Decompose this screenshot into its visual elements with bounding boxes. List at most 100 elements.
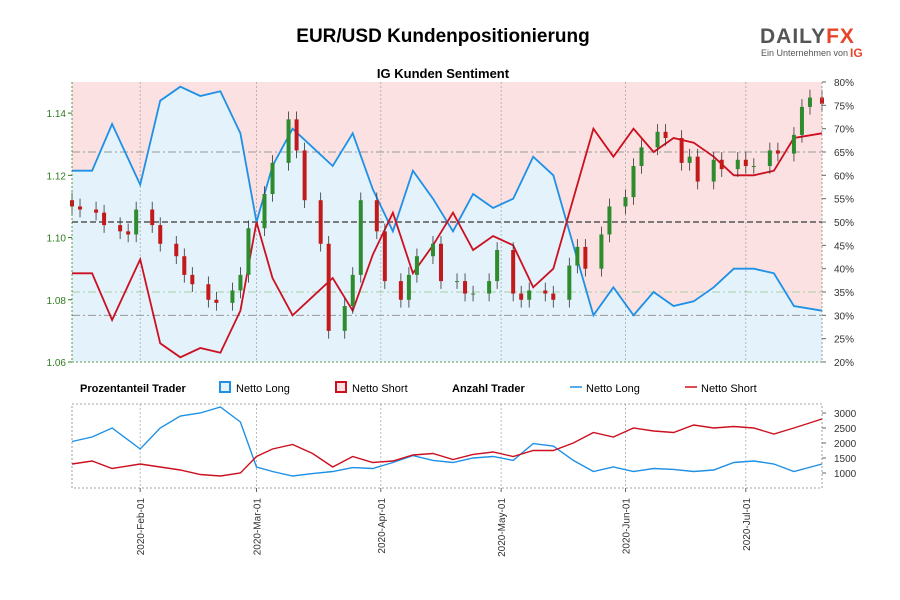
candle-body bbox=[150, 209, 155, 226]
logo-word-a: DAILY bbox=[760, 25, 826, 48]
candle-body bbox=[791, 134, 796, 154]
x-tick-label: 2020-Jul-01 bbox=[742, 498, 753, 551]
candle-body bbox=[350, 274, 355, 306]
candle-body bbox=[286, 119, 291, 163]
legend-count-title: Anzahl Trader bbox=[452, 383, 525, 395]
candle-body bbox=[623, 197, 628, 207]
candle-body bbox=[599, 234, 604, 269]
candle-body bbox=[94, 209, 99, 213]
candle-body bbox=[711, 159, 716, 182]
candle-body bbox=[182, 256, 187, 275]
candle-body bbox=[318, 200, 323, 244]
percent-tick-label: 45% bbox=[834, 241, 854, 252]
candle-body bbox=[567, 265, 572, 300]
percent-tick-label: 75% bbox=[834, 101, 854, 112]
candle-body bbox=[102, 212, 107, 226]
percent-tick-label: 50% bbox=[834, 218, 854, 229]
candle-body bbox=[342, 306, 347, 331]
percent-tick-label: 60% bbox=[834, 171, 854, 182]
price-tick-label: 1.14 bbox=[47, 109, 67, 120]
percent-tick-label: 25% bbox=[834, 335, 854, 346]
legend-count-long-label: Netto Long bbox=[586, 383, 640, 395]
candle-body bbox=[455, 281, 460, 283]
candle-body bbox=[430, 243, 435, 257]
candle-body bbox=[775, 150, 780, 154]
candle-body bbox=[735, 159, 740, 170]
candle-body bbox=[374, 200, 379, 232]
count-long-line bbox=[71, 406, 823, 477]
candle-body bbox=[799, 106, 804, 135]
candle-body bbox=[358, 200, 363, 275]
count-tick-label: 1500 bbox=[834, 454, 857, 465]
legend-percent-short-swatch bbox=[335, 381, 347, 393]
candle-body bbox=[134, 209, 139, 235]
dailyfx-logo: DAILYFX Ein Unternehmen von IG bbox=[760, 25, 863, 60]
count-panel: 1000 1500 2000 2500 3000 bbox=[71, 403, 857, 489]
candle-body bbox=[583, 246, 588, 269]
candle-body bbox=[294, 119, 299, 151]
count-tick-label: 2500 bbox=[834, 424, 857, 435]
x-tick-label: 2020-May-01 bbox=[497, 498, 508, 557]
percent-tick-label: 65% bbox=[834, 148, 854, 159]
candle-body bbox=[807, 97, 812, 107]
candle-body bbox=[511, 250, 516, 294]
legend-percent-title: Prozentanteil Trader bbox=[80, 383, 186, 395]
count-tick-label: 2000 bbox=[834, 439, 857, 450]
candle-body bbox=[238, 274, 243, 291]
candle-body bbox=[679, 138, 684, 163]
candle-body bbox=[190, 274, 195, 285]
candle-body bbox=[687, 156, 692, 163]
count-tick-label: 3000 bbox=[834, 409, 857, 420]
percent-tick-label: 35% bbox=[834, 288, 854, 299]
count-short-line bbox=[71, 418, 823, 477]
candle-body bbox=[78, 206, 83, 210]
candle-body bbox=[414, 256, 419, 275]
percent-tick-label: 20% bbox=[834, 358, 854, 369]
candle-body bbox=[262, 194, 267, 229]
candle-body bbox=[406, 274, 411, 300]
candle-body bbox=[246, 228, 251, 275]
svg-text:DAILYFX: DAILYFX bbox=[760, 25, 855, 48]
candle-body bbox=[767, 150, 772, 166]
percent-tick-label: 70% bbox=[834, 125, 854, 136]
percent-tick-label: 30% bbox=[834, 311, 854, 322]
percent-tick-label: 40% bbox=[834, 265, 854, 276]
candle-body bbox=[126, 231, 131, 235]
candle-body bbox=[382, 231, 387, 282]
candle-body bbox=[158, 225, 163, 244]
legend-percent-long-swatch bbox=[219, 381, 231, 393]
logo-word-b: FX bbox=[826, 25, 855, 48]
candle-body bbox=[118, 225, 123, 232]
legend-percent-short-label: Netto Short bbox=[352, 383, 408, 395]
chart-title: EUR/USD Kundenpositionierung bbox=[296, 26, 589, 47]
main-panel: 1.06 1.08 1.10 1.12 1.14 20% 25% 30% 35% 40% 45% 50… bbox=[47, 78, 855, 369]
candle-body bbox=[639, 147, 644, 166]
x-axis: 2020-Feb-01 2020-Mar-01 2020-Apr-01 2020-Ma… bbox=[136, 488, 753, 557]
candle-body bbox=[206, 284, 211, 300]
legend-count-short-label: Netto Short bbox=[701, 383, 757, 395]
candle-body bbox=[527, 290, 532, 300]
price-tick-label: 1.10 bbox=[47, 234, 67, 245]
candle-body bbox=[398, 281, 403, 300]
candle-body bbox=[230, 290, 235, 303]
chart-subtitle: IG Kunden Sentiment bbox=[377, 66, 510, 81]
price-tick-label: 1.08 bbox=[47, 296, 67, 307]
candle-body bbox=[326, 243, 331, 331]
percent-long-line bbox=[72, 85, 823, 318]
legend-percent-long-label: Netto Long bbox=[236, 383, 290, 395]
x-tick-label: 2020-Mar-01 bbox=[252, 498, 263, 556]
candle-body bbox=[174, 243, 179, 257]
candle-body bbox=[543, 290, 548, 294]
candle-body bbox=[495, 250, 500, 282]
candle-body bbox=[463, 281, 468, 294]
candle-body bbox=[471, 293, 476, 295]
count-tick-label: 1000 bbox=[834, 469, 857, 480]
candle-body bbox=[487, 281, 492, 294]
candle-body bbox=[695, 156, 700, 182]
percent-tick-label: 80% bbox=[834, 78, 854, 89]
x-tick-label: 2020-Feb-01 bbox=[136, 498, 147, 556]
candle-body bbox=[438, 243, 443, 282]
candle-body bbox=[519, 293, 524, 300]
price-tick-label: 1.12 bbox=[47, 171, 67, 182]
